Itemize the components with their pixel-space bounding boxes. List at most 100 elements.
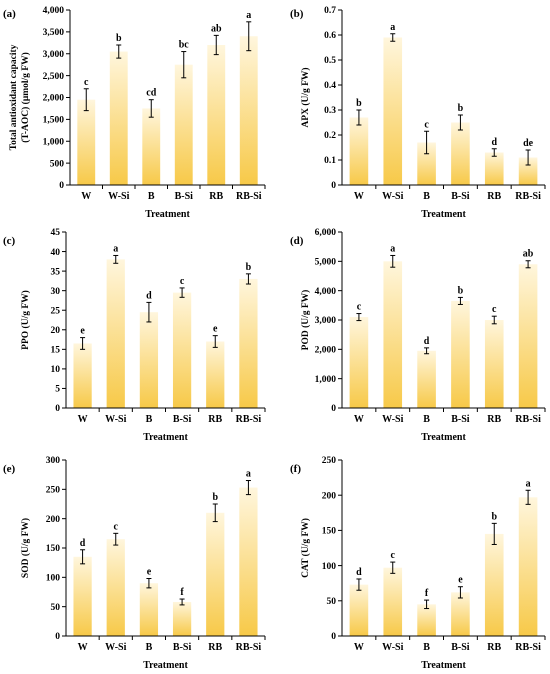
bar — [383, 37, 403, 185]
y-tick-label: 200 — [322, 491, 337, 501]
x-tick-label: B-Si — [173, 414, 192, 425]
y-tick-label: 0 — [331, 181, 336, 191]
significance-letter: a — [390, 243, 395, 254]
bar — [518, 497, 538, 636]
y-tick-label: 2,000 — [315, 346, 337, 356]
bar — [239, 278, 258, 408]
y-tick-label: 50 — [327, 597, 337, 607]
bar — [518, 264, 538, 408]
x-tick-label: W — [354, 642, 364, 653]
y-tick-label: 5 — [55, 385, 60, 395]
x-tick-label: RB — [487, 414, 501, 425]
bar — [383, 261, 403, 408]
significance-letter: e — [213, 324, 218, 335]
x-tick-label: RB-Si — [515, 642, 541, 653]
y-axis-label: APX (U/g FW) — [300, 67, 311, 127]
y-tick-label: 0.3 — [324, 106, 336, 116]
y-tick-label: 4,000 — [43, 6, 65, 16]
x-tick-label: B-Si — [173, 642, 192, 653]
bar — [207, 45, 226, 185]
x-axis-label: Treatment — [143, 660, 188, 671]
significance-letter: a — [526, 478, 531, 489]
y-tick-label: 0.1 — [324, 156, 336, 166]
y-axis-label: PPO (U/g FW) — [20, 290, 31, 350]
y-tick-label: 0.6 — [324, 31, 336, 41]
y-tick-label: 15 — [51, 346, 61, 356]
x-tick-label: B-Si — [451, 191, 470, 202]
bar — [417, 604, 436, 636]
y-tick-label: 3,000 — [43, 50, 65, 60]
x-tick-label: B — [423, 191, 430, 202]
significance-letter: b — [458, 103, 464, 114]
panel-label: (a) — [3, 8, 16, 20]
y-tick-label: 1,000 — [315, 375, 337, 385]
x-tick-label: B — [146, 414, 153, 425]
chart-panel-1: (a) c Wb W-Si cd Bbc B-Si ab RB a RB-Si 0 500 1,000 1,… — [3, 6, 266, 220]
significance-letter: e — [147, 567, 152, 578]
y-tick-label: 20 — [51, 326, 61, 336]
y-tick-label: 100 — [46, 574, 61, 584]
significance-letter: c — [492, 304, 497, 315]
panel-label: (e) — [3, 463, 16, 475]
significance-letter: bc — [179, 40, 190, 51]
chart-panel-6: (f) d Wc W-Si f Be B-Si b RB a RB-Si 0 50 100 150 200 25… — [290, 456, 546, 671]
y-tick-label: 3,000 — [315, 316, 337, 326]
y-tick-label: 150 — [46, 544, 61, 554]
significance-letter: d — [146, 290, 152, 301]
x-axis-label: Treatment — [421, 209, 466, 220]
significance-letter: b — [246, 262, 252, 273]
y-tick-label: 0 — [55, 404, 60, 414]
y-tick-label: 0 — [331, 404, 336, 414]
bar — [106, 539, 125, 636]
significance-letter: d — [80, 538, 86, 549]
x-axis-label: Treatment — [143, 432, 188, 443]
x-tick-label: W — [354, 191, 364, 202]
x-tick-label: RB — [487, 642, 501, 653]
significance-letter: f — [180, 587, 184, 598]
x-tick-label: RB — [208, 642, 222, 653]
x-tick-label: RB — [209, 191, 223, 202]
y-tick-label: 4,000 — [315, 287, 337, 297]
bar — [417, 142, 436, 185]
bar — [206, 512, 225, 636]
bar — [349, 317, 369, 408]
y-tick-label: 50 — [51, 603, 61, 613]
bar — [172, 292, 192, 408]
significance-letter: d — [424, 336, 430, 347]
x-tick-label: B — [148, 191, 155, 202]
y-tick-label: 5,000 — [315, 258, 337, 268]
x-tick-label: W-Si — [108, 191, 130, 202]
significance-letter: c — [424, 119, 429, 130]
significance-letter: a — [113, 243, 118, 254]
x-tick-label: RB-Si — [515, 191, 541, 202]
x-tick-label: B-Si — [451, 414, 470, 425]
x-tick-label: W-Si — [105, 414, 127, 425]
significance-letter: cd — [146, 88, 156, 99]
x-tick-label: W-Si — [105, 642, 127, 653]
y-tick-label: 0 — [59, 181, 64, 191]
y-tick-label: 250 — [322, 456, 337, 466]
bar — [206, 341, 225, 408]
y-axis-label: Total antioxidant capacity — [9, 44, 19, 150]
x-tick-label: W — [78, 414, 88, 425]
significance-letter: d — [356, 567, 362, 578]
x-tick-label: W — [81, 191, 91, 202]
significance-letter: e — [80, 326, 85, 337]
y-tick-label: 3,500 — [43, 28, 65, 38]
y-tick-label: 10 — [51, 365, 61, 375]
significance-letter: c — [84, 77, 89, 88]
x-tick-label: W-Si — [382, 414, 404, 425]
bar — [106, 259, 125, 408]
x-tick-label: B — [423, 642, 430, 653]
bar — [451, 122, 470, 185]
y-tick-label: 1,500 — [43, 116, 65, 126]
significance-letter: a — [246, 10, 251, 21]
chart-panel-3: (c) e Wa W-Si d Bc B-Si e RB b RB-Si 0 5 10 15 20 25 30 35… — [3, 228, 266, 443]
significance-letter: de — [523, 138, 534, 149]
bar — [239, 36, 258, 185]
panel-label: (b) — [290, 8, 304, 20]
x-tick-label: RB-Si — [236, 414, 262, 425]
significance-letter: b — [116, 33, 122, 44]
bar — [518, 157, 538, 185]
